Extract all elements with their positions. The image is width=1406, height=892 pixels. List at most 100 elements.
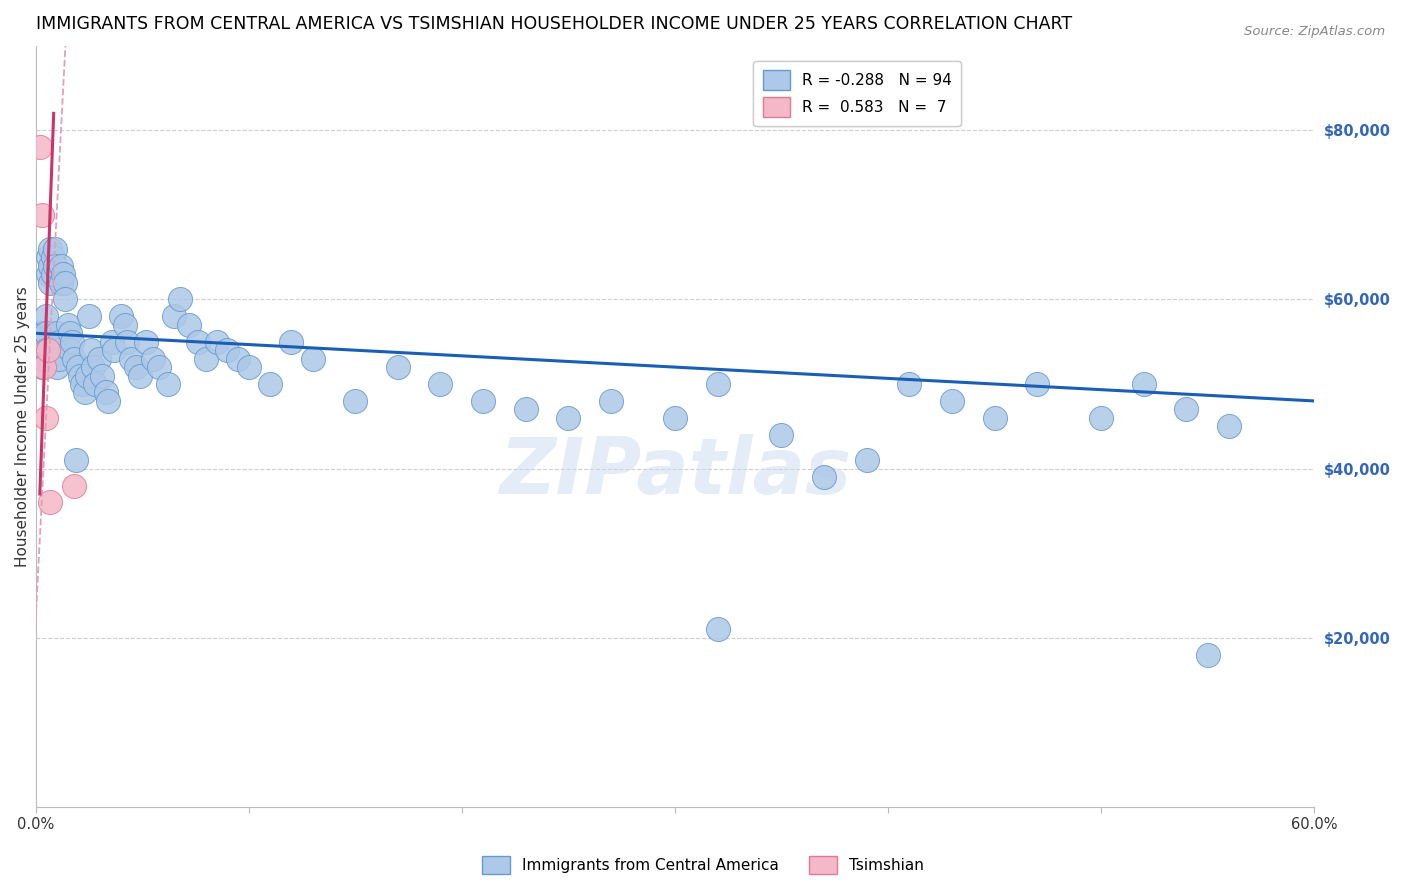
Point [28, 140, 51, 154]
Point [32, 351, 55, 366]
Point [65, 453, 87, 467]
Point [90, 368, 112, 383]
Point [31, 343, 53, 358]
Point [101, 334, 124, 349]
Point [1218, 419, 1240, 434]
Point [84, 377, 107, 392]
Point [67, 360, 90, 375]
Point [429, 377, 451, 392]
Point [114, 318, 136, 332]
Point [120, 351, 142, 366]
Point [32, 326, 55, 341]
Point [56, 318, 79, 332]
Point [557, 410, 579, 425]
Point [515, 402, 537, 417]
Point [77, 310, 100, 324]
Point [238, 360, 260, 375]
Text: Source: ZipAtlas.com: Source: ZipAtlas.com [1244, 25, 1385, 38]
Point [52, 267, 75, 281]
Point [177, 318, 200, 332]
Point [31, 334, 53, 349]
Point [35, 410, 58, 425]
Point [44, 259, 66, 273]
Point [600, 393, 623, 408]
Point [37, 343, 59, 358]
Point [41, 267, 63, 281]
Point [73, 385, 96, 400]
Point [186, 334, 208, 349]
Point [31, 208, 53, 222]
Point [48, 351, 70, 366]
Point [39, 242, 62, 256]
Point [89, 351, 111, 366]
Point [80, 343, 103, 358]
Point [45, 343, 67, 358]
Point [44, 242, 66, 256]
Point [60, 334, 83, 349]
Point [1026, 377, 1049, 392]
Point [72, 377, 94, 392]
Point [148, 360, 170, 375]
Point [387, 360, 409, 375]
Point [39, 276, 62, 290]
Point [1175, 402, 1198, 417]
Point [706, 377, 728, 392]
Point [217, 343, 239, 358]
Point [226, 351, 249, 366]
Point [103, 343, 125, 358]
Point [301, 351, 323, 366]
Point [35, 343, 58, 358]
Point [169, 293, 191, 307]
Point [94, 385, 117, 400]
Point [898, 377, 921, 392]
Point [1090, 410, 1112, 425]
Point [37, 267, 59, 281]
Point [69, 368, 91, 383]
Point [39, 495, 62, 509]
Point [55, 276, 77, 290]
Point [1197, 648, 1219, 662]
Point [1133, 377, 1156, 392]
Point [39, 259, 62, 273]
Point [35, 326, 58, 341]
Point [205, 334, 228, 349]
Point [983, 410, 1005, 425]
Point [280, 334, 302, 349]
Text: ZIPatlas: ZIPatlas [499, 434, 851, 510]
Point [76, 368, 98, 383]
Point [259, 377, 281, 392]
Point [49, 259, 72, 273]
Point [813, 470, 835, 484]
Point [125, 360, 148, 375]
Legend: R = -0.288   N = 94, R =  0.583   N =  7: R = -0.288 N = 94, R = 0.583 N = 7 [754, 61, 962, 126]
Point [63, 478, 86, 492]
Point [97, 393, 120, 408]
Point [664, 410, 686, 425]
Point [45, 326, 67, 341]
Point [163, 310, 186, 324]
Point [344, 393, 367, 408]
Point [156, 377, 179, 392]
Legend: Immigrants from Central America, Tsimshian: Immigrants from Central America, Tsimshi… [477, 850, 929, 880]
Point [706, 623, 728, 637]
Point [28, 326, 51, 341]
Point [35, 310, 58, 324]
Y-axis label: Householder Income Under 25 years: Householder Income Under 25 years [15, 286, 30, 566]
Point [110, 310, 132, 324]
Point [941, 393, 963, 408]
Point [63, 351, 86, 366]
Point [82, 360, 104, 375]
Point [49, 276, 72, 290]
Point [37, 250, 59, 264]
Point [770, 427, 793, 442]
Point [129, 368, 152, 383]
Point [59, 343, 82, 358]
Point [855, 453, 877, 467]
Point [45, 360, 67, 375]
Point [142, 351, 165, 366]
Point [31, 360, 53, 375]
Point [48, 334, 70, 349]
Point [55, 293, 77, 307]
Text: IMMIGRANTS FROM CENTRAL AMERICA VS TSIMSHIAN HOUSEHOLDER INCOME UNDER 25 YEARS C: IMMIGRANTS FROM CENTRAL AMERICA VS TSIMS… [35, 15, 1071, 33]
Point [41, 250, 63, 264]
